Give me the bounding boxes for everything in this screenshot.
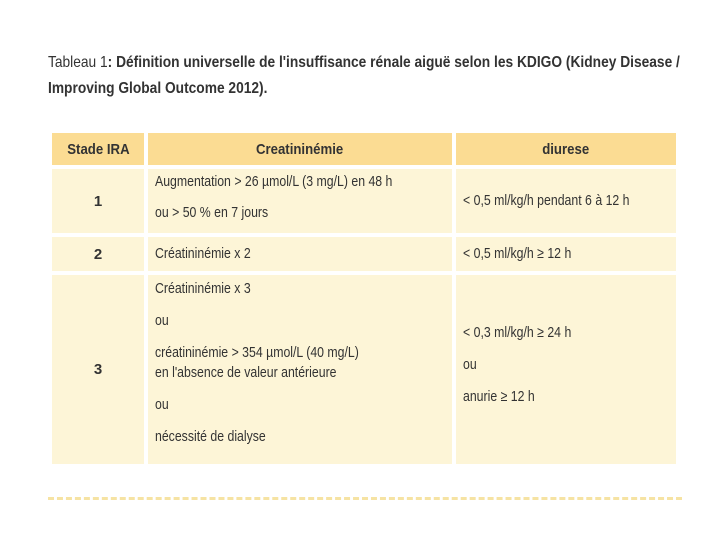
creatinine-cell: Créatininémie x 3 ou créatininémie > 354… bbox=[148, 275, 452, 464]
criterion-text: Augmentation > 26 µmol/L (3 mg/L) en 48 … bbox=[155, 173, 393, 190]
criterion-text: Créatininémie x 3 bbox=[155, 280, 251, 297]
criterion-text: ou > 50 % en 7 jours bbox=[155, 204, 269, 221]
criterion-text: ou bbox=[155, 396, 169, 413]
stage-cell: 1 bbox=[52, 169, 144, 233]
criterion-text: < 0,3 ml/kg/h ≥ 24 h bbox=[463, 324, 572, 341]
criterion-text: nécessité de dialyse bbox=[155, 428, 266, 445]
criterion-text: en l'absence de valeur antérieure bbox=[155, 364, 337, 381]
criterion-text: ou bbox=[155, 312, 169, 329]
diuresis-cell: < 0,3 ml/kg/h ≥ 24 h ou anurie ≥ 12 h bbox=[456, 275, 676, 464]
stage-cell: 3 bbox=[52, 275, 144, 464]
dashed-divider bbox=[48, 497, 682, 500]
criterion-text: < 0,5 ml/kg/h pendant 6 à 12 h bbox=[463, 192, 630, 209]
header-stage: Stade IRA bbox=[52, 133, 144, 165]
caption-prefix: Tableau 1 bbox=[48, 54, 108, 71]
diuresis-cell: < 0,5 ml/kg/h pendant 6 à 12 h bbox=[456, 169, 676, 233]
criterion-text: anurie ≥ 12 h bbox=[463, 388, 535, 405]
creatinine-cell: Augmentation > 26 µmol/L (3 mg/L) en 48 … bbox=[148, 169, 452, 233]
table-caption: Tableau 1: Définition universelle de l'i… bbox=[48, 50, 680, 102]
criterion-text: < 0,5 ml/kg/h ≥ 12 h bbox=[463, 245, 572, 262]
criterion-text: créatininémie > 354 µmol/L (40 mg/L) bbox=[155, 344, 359, 361]
creatinine-cell: Créatininémie x 2 bbox=[148, 237, 452, 271]
caption-title: : Définition universelle de l'insuffisan… bbox=[107, 54, 680, 71]
header-creatinine: Creatininémie bbox=[148, 133, 452, 165]
kdigo-table: Stade IRA Creatininémie diurese 1 Augmen… bbox=[52, 133, 676, 466]
caption-title-line2: Improving Global Outcome 2012). bbox=[48, 80, 268, 97]
diuresis-cell: < 0,5 ml/kg/h ≥ 12 h bbox=[456, 237, 676, 271]
criterion-text: Créatininémie x 2 bbox=[155, 245, 251, 262]
header-diuresis: diurese bbox=[456, 133, 676, 165]
criterion-text: ou bbox=[463, 356, 477, 373]
stage-cell: 2 bbox=[52, 237, 144, 271]
